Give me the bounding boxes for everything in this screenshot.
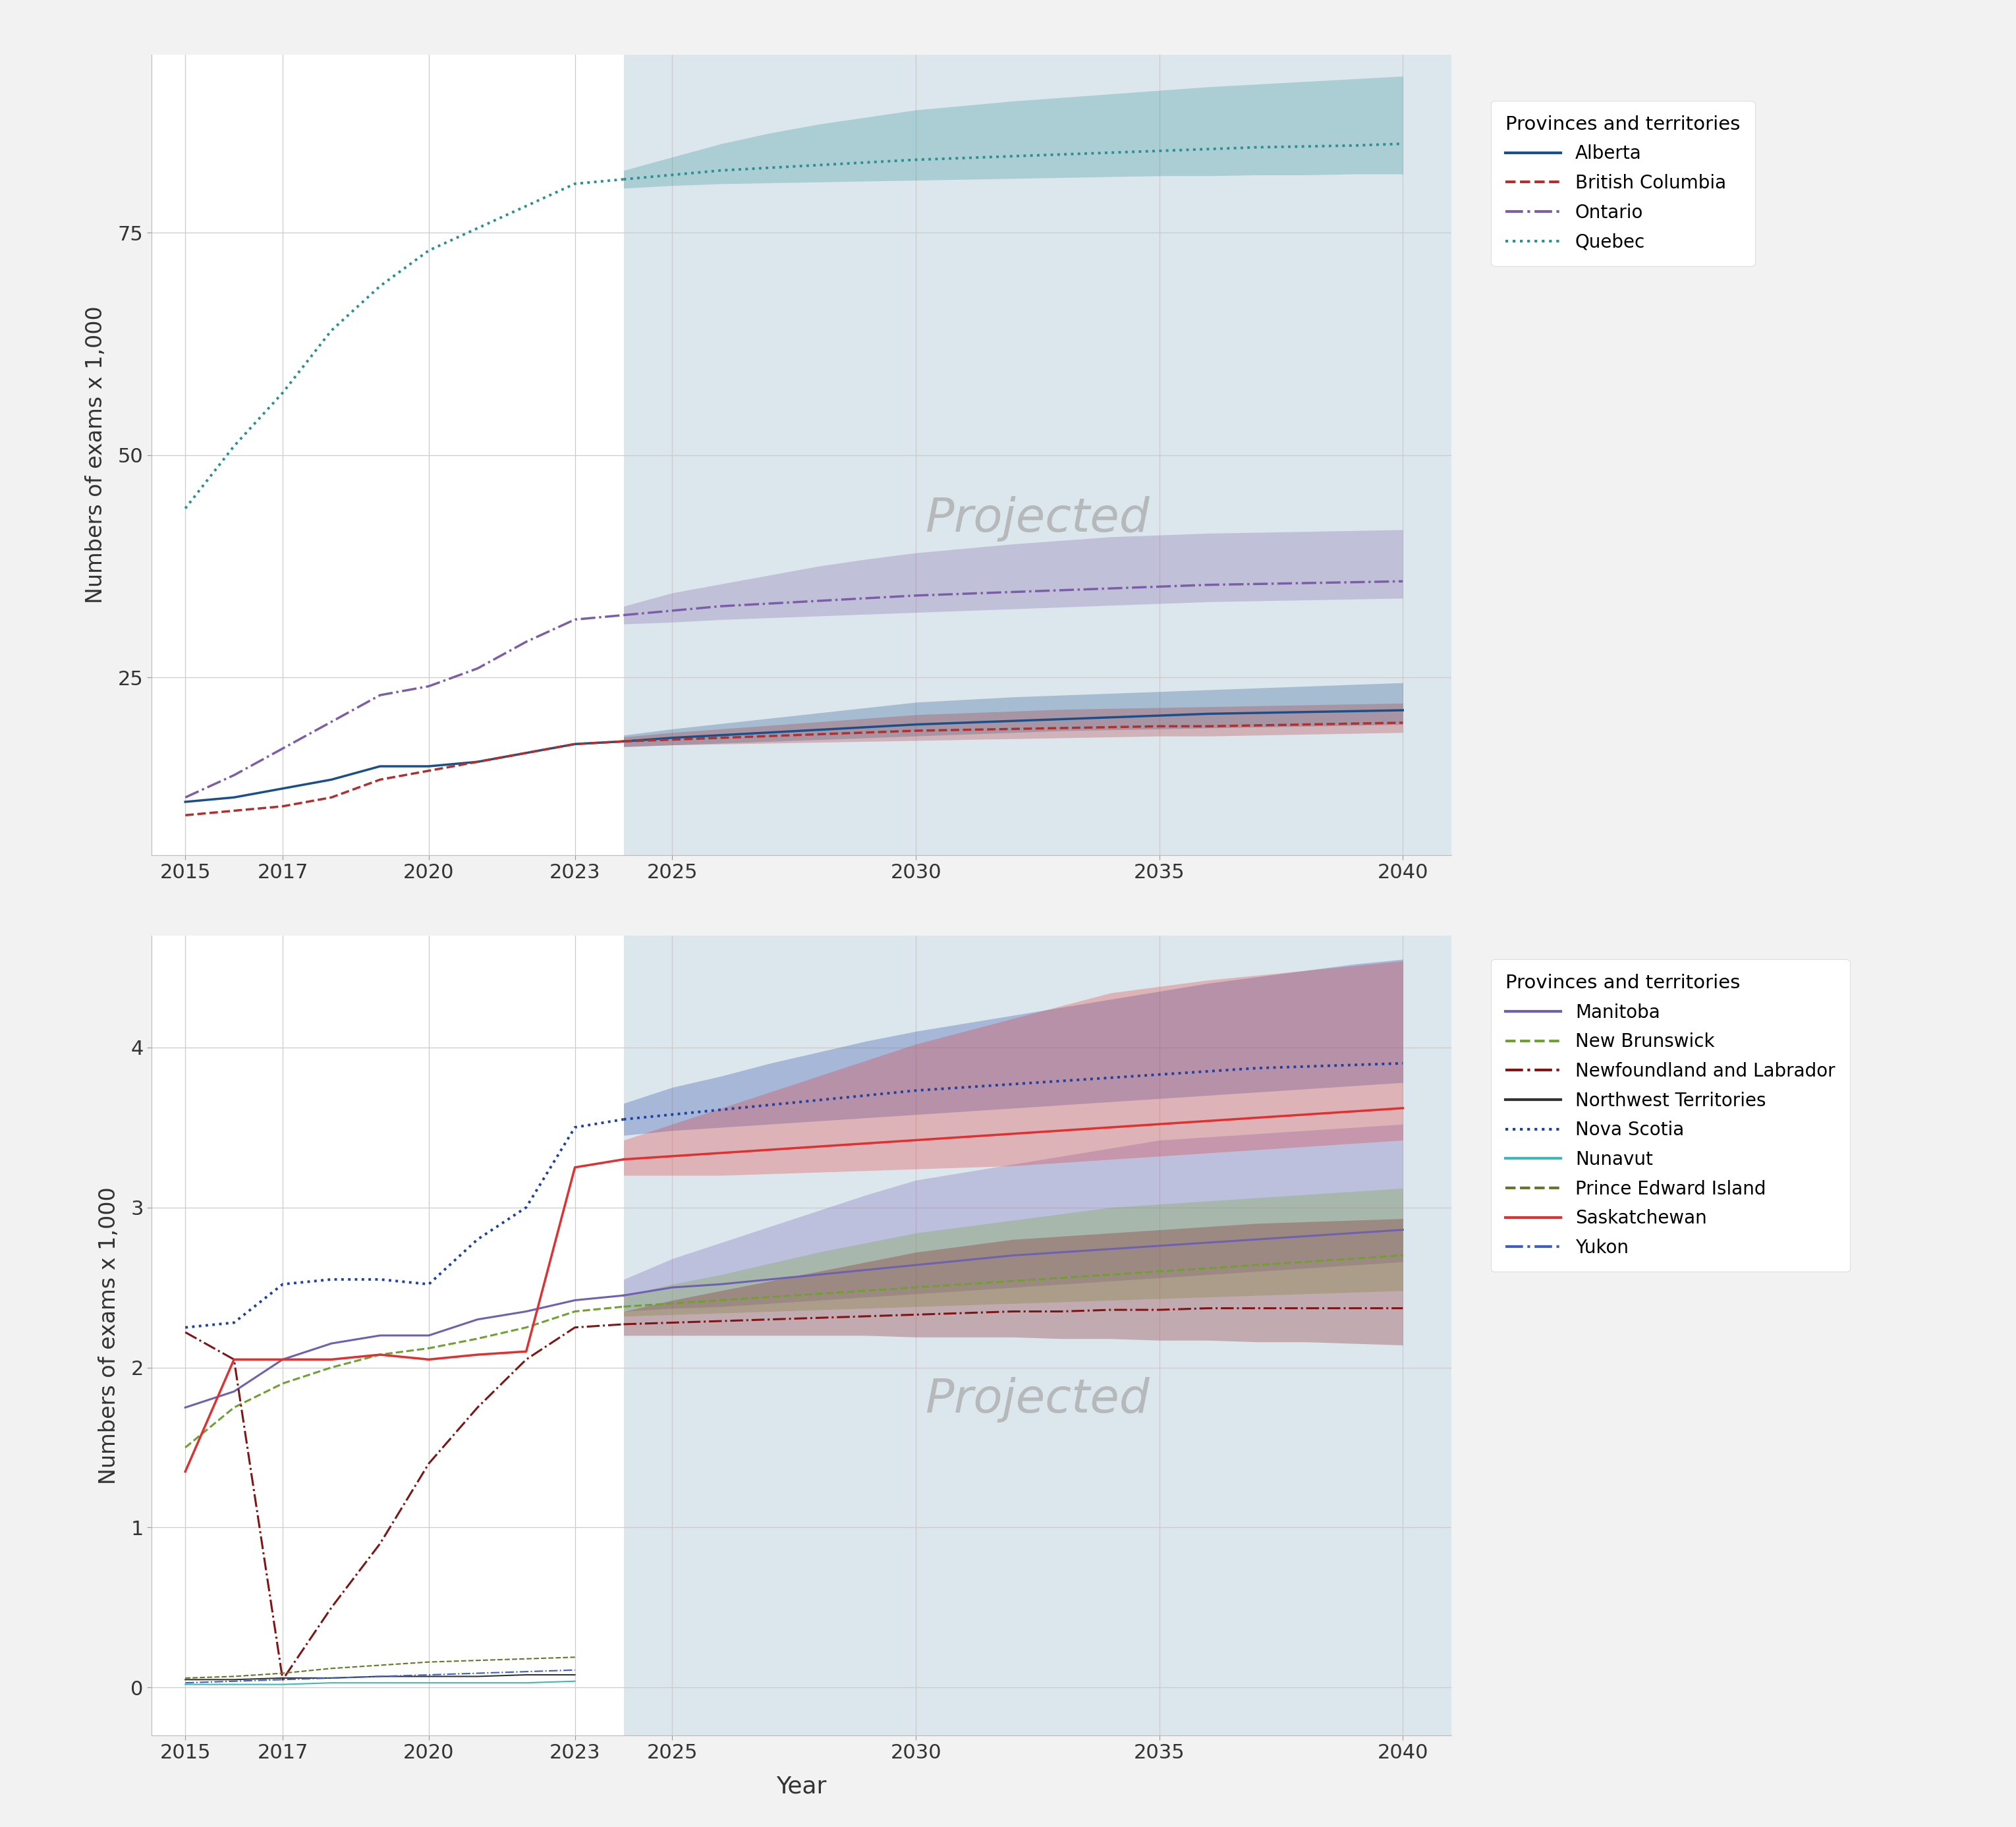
Bar bbox=[623, 55, 1452, 855]
X-axis label: Year: Year bbox=[776, 1776, 827, 1798]
Text: Projected: Projected bbox=[925, 1378, 1149, 1421]
Y-axis label: Numbers of exams x 1,000: Numbers of exams x 1,000 bbox=[99, 1186, 119, 1484]
Legend: Manitoba, New Brunswick, Newfoundland and Labrador, Northwest Territories, Nova : Manitoba, New Brunswick, Newfoundland an… bbox=[1492, 959, 1851, 1272]
Y-axis label: Numbers of exams x 1,000: Numbers of exams x 1,000 bbox=[85, 307, 107, 605]
Bar bbox=[623, 935, 1452, 1736]
Text: Projected: Projected bbox=[925, 497, 1149, 543]
Legend: Alberta, British Columbia, Ontario, Quebec: Alberta, British Columbia, Ontario, Queb… bbox=[1492, 100, 1756, 267]
